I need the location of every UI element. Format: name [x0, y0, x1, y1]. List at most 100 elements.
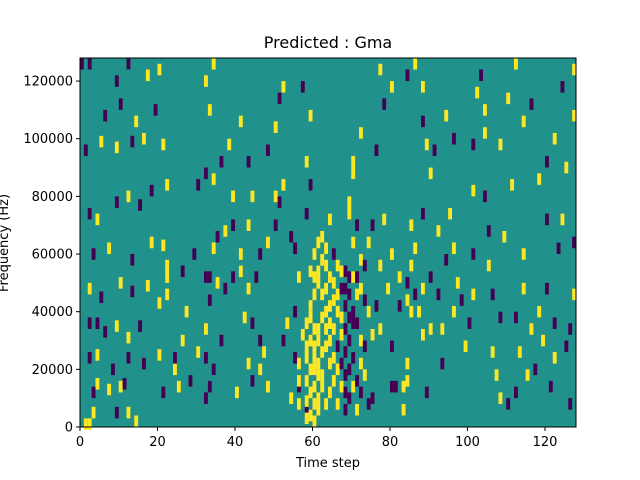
cell-high [521, 282, 526, 295]
cell-high [250, 190, 255, 203]
cell-high [417, 305, 422, 318]
cell-low [339, 357, 344, 370]
cell-high [436, 225, 441, 237]
cell-high [405, 375, 410, 387]
cell-high [409, 219, 414, 231]
cell-high [347, 196, 352, 208]
cell-low [347, 363, 352, 376]
cell-low [428, 271, 433, 283]
cell-high [118, 380, 123, 393]
cell-high [359, 357, 363, 370]
cell-low [421, 207, 425, 220]
cell-high [440, 323, 445, 335]
cell-high [401, 403, 406, 416]
cell-high [231, 190, 236, 203]
cell-low [188, 375, 193, 387]
y-tick-label: 60000 [32, 248, 73, 263]
cell-low [374, 144, 379, 157]
cell-high [355, 403, 360, 416]
cell-high [397, 271, 402, 283]
cell-low [545, 282, 549, 295]
cell-high [281, 81, 286, 93]
cell-low [111, 363, 115, 376]
cell-high [173, 363, 177, 376]
cell-high [312, 288, 317, 301]
cell-high [351, 236, 356, 249]
cell-low [343, 300, 348, 312]
cell-high [444, 109, 449, 122]
cell-low [273, 219, 278, 231]
cell-high [246, 219, 251, 231]
cell-high [95, 213, 100, 226]
cell-low [149, 184, 154, 197]
cell-low [196, 179, 201, 191]
cell-high [359, 254, 363, 266]
cell-low [471, 248, 476, 260]
cell-high [328, 271, 332, 283]
cell-low [87, 207, 92, 220]
cell-low [130, 254, 135, 266]
cell-low [122, 377, 127, 390]
cell-high [308, 109, 313, 122]
cell-high [196, 346, 201, 358]
cell-high [421, 328, 425, 341]
cell-low [459, 294, 464, 306]
cell-high [552, 352, 557, 364]
cell-high [378, 323, 383, 335]
cell-high [211, 242, 216, 255]
cell-high [289, 392, 294, 404]
cell-low [207, 271, 212, 283]
cell-low [405, 69, 410, 82]
cell-low [556, 242, 561, 255]
cell-high [308, 311, 313, 324]
x-axis-label: Time step [295, 456, 360, 471]
cell-low [223, 282, 228, 295]
cell-low [95, 317, 100, 329]
cell-high [204, 75, 208, 87]
cell-high [421, 81, 425, 93]
cell-high [351, 271, 356, 283]
cell-low [192, 248, 197, 260]
cell-high [506, 92, 511, 105]
cell-high [145, 279, 150, 292]
cell-high [176, 380, 181, 393]
cell-high [359, 334, 363, 347]
cell-low [335, 340, 340, 353]
cell-high [316, 277, 321, 289]
cell-low [351, 352, 356, 364]
cell-high [324, 242, 329, 255]
cell-low [211, 363, 216, 376]
cell-low [130, 135, 135, 148]
x-tick-label: 60 [304, 435, 321, 450]
cell-high [510, 179, 515, 191]
cell-high [405, 294, 410, 306]
cell-low [254, 271, 259, 283]
cell-low [440, 357, 445, 370]
cell-high [320, 254, 325, 266]
cell-high [308, 265, 313, 278]
cell-high [238, 265, 243, 278]
cell-low [370, 219, 375, 231]
cell-high [324, 282, 329, 295]
y-tick-label: 0 [65, 421, 73, 436]
cell-high [502, 230, 507, 243]
cell-high [386, 282, 391, 295]
cell-high [328, 300, 332, 312]
cell-high [142, 132, 146, 145]
cell-low [207, 380, 212, 393]
x-tick-label: 20 [149, 435, 166, 450]
cell-high [157, 63, 162, 76]
cell-high [157, 349, 162, 361]
cell-low [366, 398, 371, 410]
cell-low [343, 369, 348, 381]
cell-low [347, 288, 352, 301]
cell-high [258, 363, 263, 376]
cell-high [409, 305, 414, 318]
cell-low [258, 248, 263, 260]
cell-low [343, 323, 348, 335]
x-tick-label: 100 [455, 435, 480, 450]
cell-high [328, 334, 332, 347]
cell-high [428, 323, 433, 335]
cell-low [114, 406, 119, 419]
cell-low [343, 403, 348, 416]
